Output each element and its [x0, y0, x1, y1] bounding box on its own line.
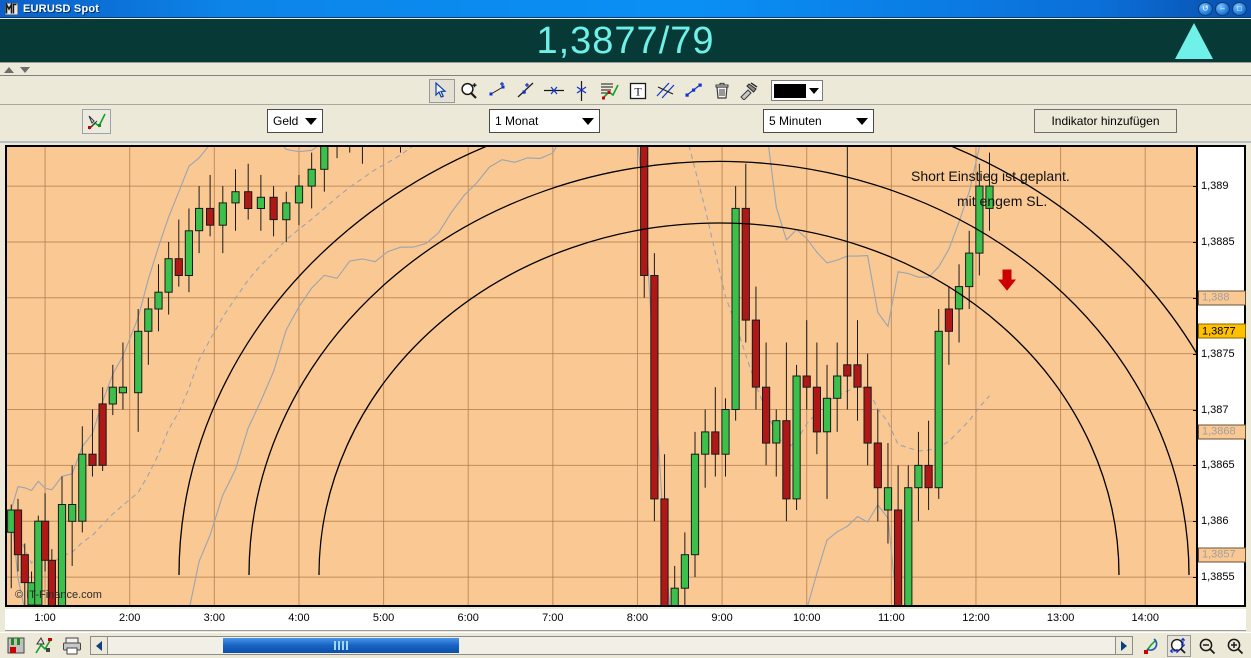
time-tick-label: 3:00	[203, 612, 226, 624]
timeframe-select[interactable]: 5 Minuten	[763, 109, 874, 133]
chevron-down-icon[interactable]	[582, 117, 594, 125]
chart-plot-area[interactable]: © IT-Finance.com Short Einstieg ist gepl…	[7, 147, 1196, 605]
horizontal-scrollbar[interactable]	[90, 636, 1133, 655]
color-swatch	[773, 83, 806, 98]
mid-band-label: 1,3868	[1198, 424, 1246, 440]
time-tick-label: 12:00	[962, 612, 990, 624]
time-tick-label: 11:00	[877, 612, 905, 624]
price-banner: 1,3877/79	[0, 19, 1251, 63]
price-tick-label: 1,387	[1201, 403, 1229, 416]
price-direction-up-icon	[1175, 23, 1213, 59]
refresh-chart-icon[interactable]	[1139, 635, 1163, 657]
scroll-up-icon[interactable]	[4, 66, 14, 73]
price-type-select[interactable]: Geld	[267, 109, 323, 133]
delete-trash-tool-icon[interactable]	[709, 79, 735, 103]
price-tick-label: 1,3855	[1201, 571, 1235, 584]
parallel-lines-tool-icon[interactable]	[653, 79, 679, 103]
time-axis: 1:00 2:00 3:00 4:00 5:00 6:00 7:00 8:00 9:00 10:0…	[5, 609, 1246, 631]
price-tick-label: 1,3875	[1201, 347, 1235, 360]
window-titlebar: EURUSD Spot ↺ – □	[0, 0, 1251, 18]
settings-hammer-tool-icon[interactable]	[737, 79, 763, 103]
chevron-down-icon[interactable]	[305, 117, 317, 125]
maximize-button[interactable]: □	[1232, 1, 1247, 16]
current-price-quote: 1,3877/79	[536, 19, 715, 62]
time-tick-label: 13:00	[1046, 612, 1075, 624]
minimize-button[interactable]: –	[1215, 1, 1230, 16]
price-tick-label: 1,3865	[1201, 459, 1235, 472]
scroll-down-icon[interactable]	[20, 66, 30, 73]
svg-text:T: T	[634, 84, 642, 98]
annotation-chart-tool-icon[interactable]	[597, 79, 623, 103]
window-title: EURUSD Spot	[23, 2, 100, 15]
time-tick-label: 5:00	[372, 612, 395, 624]
segment-line-tool-icon[interactable]	[485, 79, 511, 103]
fibonacci-arc-tool-icon[interactable]	[681, 79, 707, 103]
time-tick-label: 8:00	[626, 612, 649, 624]
text-tool-icon[interactable]: T	[625, 79, 651, 103]
lower-band-label: 1,3857	[1198, 547, 1246, 563]
save-chart-icon[interactable]	[4, 635, 28, 657]
scrollbar-thumb[interactable]	[223, 638, 459, 653]
chart-watermark: © IT-Finance.com	[15, 589, 102, 601]
time-tick-label: 7:00	[542, 612, 564, 624]
trendline-tool-icon[interactable]	[513, 79, 539, 103]
banner-scroll-controls	[0, 64, 1251, 76]
time-tick-label: 14:00	[1131, 612, 1159, 624]
price-tick-label: 1,386	[1201, 515, 1229, 528]
status-bar	[0, 632, 1251, 658]
upper-band-label: 1,388	[1198, 290, 1246, 306]
window-buttons: ↺ – □	[1198, 1, 1251, 16]
chart-canvas	[7, 147, 1196, 605]
scroll-right-button[interactable]	[1115, 637, 1132, 654]
restore-button[interactable]: ↺	[1198, 1, 1213, 16]
vertical-line-tool-icon[interactable]	[569, 79, 595, 103]
scroll-left-button[interactable]	[91, 637, 108, 654]
time-tick-label: 4:00	[288, 612, 310, 624]
time-tick-label: 2:00	[118, 612, 141, 624]
annotation-short-entry: Short Einstieg ist geplant.	[911, 168, 1070, 184]
price-tick-label: 1,3885	[1201, 235, 1235, 248]
zoom-in-icon[interactable]	[1223, 635, 1247, 657]
chart-container: © IT-Finance.com Short Einstieg ist gepl…	[5, 145, 1246, 607]
price-type-value: Geld	[273, 114, 299, 128]
price-tick-label: 1,389	[1201, 180, 1229, 193]
color-picker[interactable]	[770, 80, 823, 101]
time-tick-label: 9:00	[711, 612, 733, 624]
price-axis[interactable]: 1,389 1,3885 1,388 1,3875 1,387 1,3865 1,386 1,…	[1193, 147, 1246, 605]
time-tick-label: 1:00	[34, 612, 56, 624]
annotation-tight-sl: mit engem SL.	[957, 193, 1048, 209]
zoom-fit-icon[interactable]	[1167, 634, 1191, 657]
chart-window-icon	[3, 2, 19, 16]
period-value: 1 Monat	[495, 114, 539, 128]
draw-chart-button[interactable]	[82, 109, 111, 134]
indicator-chart-icon[interactable]	[32, 635, 56, 657]
period-select[interactable]: 1 Monat	[489, 109, 600, 133]
drawing-toolbar: T	[0, 77, 1251, 105]
chevron-down-icon[interactable]	[808, 87, 819, 94]
print-icon[interactable]	[60, 635, 84, 657]
time-tick-label: 10:00	[792, 612, 821, 624]
add-indicator-button[interactable]: Indikator hinzufügen	[1034, 109, 1177, 133]
zoom-out-icon[interactable]	[1195, 635, 1219, 657]
current-price-label: 1,3877	[1198, 323, 1246, 339]
zoom-in-tool-icon[interactable]	[457, 79, 483, 103]
horizontal-line-tool-icon[interactable]	[541, 79, 567, 103]
time-tick-label: 6:00	[457, 612, 479, 624]
pointer-tool-icon[interactable]	[428, 78, 455, 103]
chevron-down-icon[interactable]	[856, 117, 868, 125]
timeframe-value: 5 Minuten	[769, 114, 822, 128]
